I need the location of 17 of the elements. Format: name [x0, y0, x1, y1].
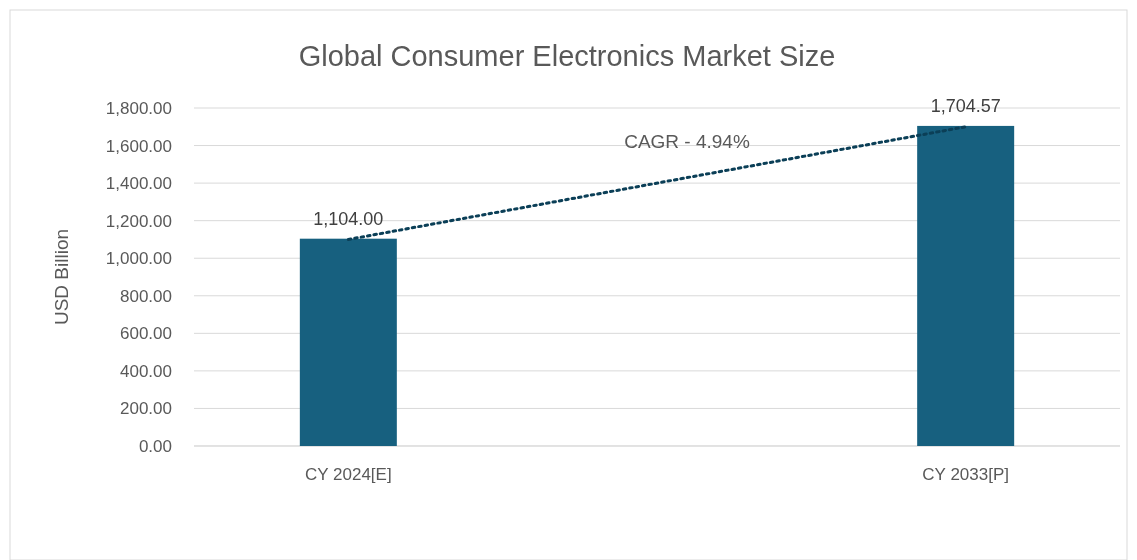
y-axis-title: USD Billion	[51, 228, 72, 326]
y-tick-label: 200.00	[120, 399, 172, 419]
y-tick-label: 0.00	[138, 436, 172, 456]
y-tick-label: 1,200.00	[105, 211, 172, 231]
y-tick-label: 800.00	[120, 286, 172, 306]
data-label: 1,704.57	[930, 95, 1001, 116]
data-label: 1,104.00	[313, 208, 384, 229]
x-tick-label: CY 2024[E]	[305, 465, 392, 484]
y-tick-label: 1,400.00	[105, 174, 172, 194]
y-tick-label: 400.00	[120, 361, 172, 381]
chart-title: Global Consumer Electronics Market Size	[298, 40, 836, 72]
annotation: CAGR - 4.94%	[624, 131, 750, 152]
x-tick-label: CY 2033[P]	[922, 465, 1009, 484]
y-tick-label: 1,800.00	[105, 98, 172, 118]
y-tick-label: 600.00	[120, 324, 172, 344]
y-tick-label: 1,000.00	[105, 249, 172, 269]
y-tick-label: 1,600.00	[105, 136, 172, 156]
